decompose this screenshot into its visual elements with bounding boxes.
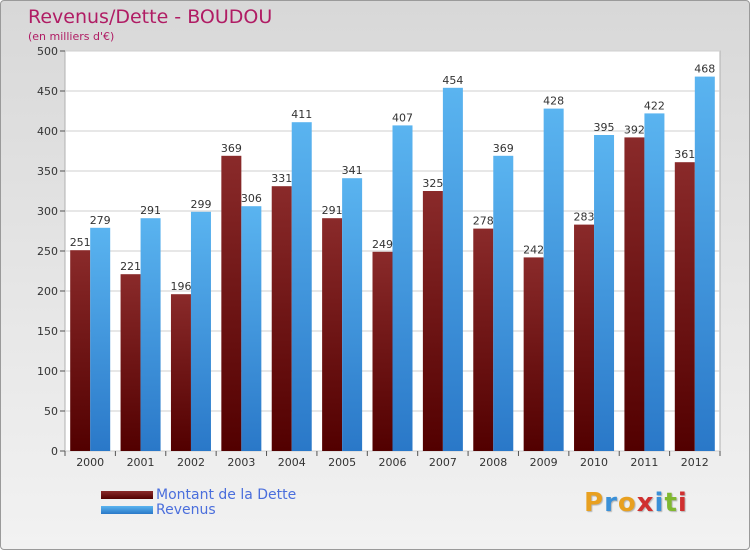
y-axis-ticks: 0 50 100 150 200 250 300 350 400 450 500 [37, 45, 58, 458]
x-tick-label: 2001 [127, 456, 155, 469]
x-tick-label: 2007 [429, 456, 457, 469]
x-axis-ticks: 2000 2001 2002 2003 2004 2005 2006 2007 2008 2009… [64, 451, 721, 469]
y-tick-label: 500 [37, 45, 58, 58]
data-label-dette-2010: 283 [574, 211, 595, 224]
bar-revenus-2007 [442, 87, 463, 452]
y-tick-label: 100 [37, 365, 58, 378]
bar-dette-2002 [170, 294, 191, 451]
data-label-revenus-2006: 407 [392, 111, 413, 124]
bars [70, 76, 715, 452]
x-tick-label: 2004 [278, 456, 306, 469]
x-tick-label: 2011 [630, 456, 658, 469]
bar-dette-2010 [574, 224, 595, 451]
y-tick-label: 350 [37, 165, 58, 178]
chart-subtitle: (en milliers d'€) [28, 30, 115, 43]
data-label-revenus-2003: 306 [241, 192, 262, 205]
bar-revenus-2008 [493, 155, 514, 452]
y-tick-label: 200 [37, 285, 58, 298]
bar-dette-2009 [523, 257, 544, 451]
x-tick-label: 2002 [177, 456, 205, 469]
logo-letter: r [604, 488, 618, 518]
y-tick-label: 50 [44, 405, 58, 418]
bar-revenus-2005 [342, 178, 363, 451]
bar-revenus-2003 [241, 206, 262, 451]
legend-item-dette: Montant de la Dette [101, 486, 297, 503]
bar-dette-2004 [271, 186, 292, 451]
bar-dette-2001 [120, 274, 141, 451]
x-tick-label: 2003 [227, 456, 255, 469]
y-tick-label: 300 [37, 205, 58, 218]
legend-label-dette: Montant de la Dette [156, 486, 297, 503]
bar-dette-2012 [674, 162, 695, 451]
data-label-dette-2012: 361 [674, 148, 695, 161]
logo-letter: x [636, 488, 655, 518]
data-label-revenus-2008: 369 [493, 142, 514, 155]
data-label-revenus-2000: 279 [90, 214, 111, 227]
x-tick-label: 2000 [76, 456, 104, 469]
bar-dette-2000 [70, 250, 91, 451]
data-label-dette-2002: 196 [170, 280, 191, 293]
bar-dette-2005 [322, 218, 343, 451]
chart-title: Revenus/Dette - BOUDOU [28, 6, 273, 28]
bar-revenus-2002 [190, 211, 211, 451]
legend-item-revenus: Revenus [101, 501, 296, 518]
data-label-dette-2007: 325 [422, 177, 443, 190]
bar-revenus-2009 [543, 108, 564, 451]
data-label-revenus-2007: 454 [442, 74, 463, 87]
bar-dette-2006 [372, 251, 393, 451]
legend-swatch-dette [101, 490, 153, 499]
bar-dette-2011 [624, 137, 645, 451]
data-label-dette-2000: 251 [70, 236, 91, 249]
x-tick-label: 2010 [580, 456, 608, 469]
x-tick-label: 2008 [479, 456, 507, 469]
data-label-revenus-2012: 468 [694, 63, 715, 76]
logo-letter: P [584, 488, 605, 518]
data-label-dette-2003: 369 [221, 142, 242, 155]
legend-label-revenus: Revenus [156, 501, 216, 518]
bar-dette-2003 [221, 155, 242, 452]
data-label-dette-2008: 278 [473, 215, 494, 228]
x-tick-label: 2005 [328, 456, 356, 469]
data-label-revenus-2001: 291 [140, 204, 161, 217]
legend-swatch-revenus [101, 505, 153, 514]
data-label-dette-2009: 242 [523, 243, 544, 256]
data-label-dette-2005: 291 [322, 204, 343, 217]
bar-dette-2008 [473, 228, 494, 451]
legend: Montant de la Dette Revenus [101, 486, 297, 518]
bar-revenus-2006 [392, 125, 413, 452]
bar-revenus-2001 [140, 218, 161, 451]
data-label-dette-2001: 221 [120, 260, 141, 273]
data-label-dette-2011: 392 [624, 123, 645, 136]
data-labels: 251 279 221 291 196 299 369 306 331 411 291 341 249 4… [70, 63, 716, 294]
bar-revenus-2012 [694, 76, 715, 451]
bar-revenus-2010 [594, 135, 615, 451]
logo-letter: o [617, 488, 637, 518]
y-tick-label: 0 [51, 445, 58, 458]
data-label-dette-2004: 331 [271, 172, 292, 185]
bar-revenus-2000 [90, 227, 111, 451]
data-label-revenus-2002: 299 [190, 198, 211, 211]
x-tick-label: 2009 [530, 456, 558, 469]
data-label-revenus-2010: 395 [594, 121, 615, 134]
bar-dette-2007 [422, 191, 443, 451]
logo-letter: t [664, 488, 678, 518]
data-label-revenus-2005: 341 [342, 164, 363, 177]
data-label-dette-2006: 249 [372, 238, 393, 251]
data-label-revenus-2011: 422 [644, 99, 665, 112]
data-label-revenus-2009: 428 [543, 95, 564, 108]
bar-revenus-2011 [644, 113, 665, 452]
x-tick-label: 2012 [681, 456, 709, 469]
y-tick-label: 450 [37, 85, 58, 98]
bar-revenus-2004 [291, 122, 312, 451]
proxiti-logo: Proxiti [584, 488, 688, 518]
x-tick-label: 2006 [379, 456, 407, 469]
data-label-revenus-2004: 411 [291, 108, 312, 121]
logo-letter: i [654, 488, 665, 518]
y-tick-label: 250 [37, 245, 58, 258]
logo-letter: i [677, 488, 688, 518]
y-tick-label: 150 [37, 325, 58, 338]
y-tick-label: 400 [37, 125, 58, 138]
